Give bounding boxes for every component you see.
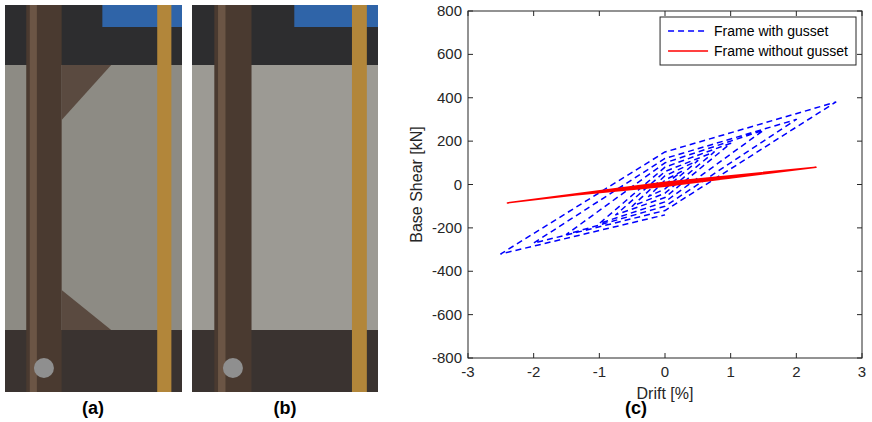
- y-tick: [468, 184, 473, 185]
- figure: (a)(b)(c)-3-2-10123-800-600-400-20002004…: [0, 0, 872, 422]
- y-tick-label: 800: [437, 2, 462, 19]
- photo-background: [5, 5, 182, 392]
- photo-side-post: [352, 5, 367, 392]
- y-tick: [857, 97, 862, 98]
- y-tick: [468, 358, 473, 359]
- x-tick: [468, 353, 469, 358]
- x-tick: [533, 11, 534, 16]
- y-tick: [468, 271, 473, 272]
- photo-background: [192, 5, 378, 392]
- y-tick: [857, 11, 862, 12]
- photo-panel: [5, 5, 182, 392]
- y-tick-label: 400: [437, 89, 462, 106]
- legend-swatch: [668, 30, 708, 32]
- y-tick: [857, 54, 862, 55]
- photo-column-flange: [30, 5, 37, 392]
- legend-box: [660, 17, 856, 65]
- y-tick: [857, 358, 862, 359]
- data-group: [501, 102, 836, 254]
- legend-label: Frame without gusset: [714, 43, 848, 59]
- photo-panel: [192, 5, 378, 392]
- y-tick-label: -800: [432, 349, 462, 366]
- x-tick-label: -1: [593, 363, 606, 380]
- y-tick-label: 200: [437, 132, 462, 149]
- photo-column: [26, 5, 61, 392]
- y-tick: [857, 227, 862, 228]
- photo-column-flange: [218, 5, 225, 392]
- axes-frame: [468, 11, 862, 358]
- y-tick: [468, 97, 473, 98]
- y-tick: [857, 271, 862, 272]
- x-axis-title: Drift [%]: [637, 385, 694, 402]
- series-line: [507, 167, 816, 203]
- y-tick-label: -600: [432, 306, 462, 323]
- x-tick: [730, 11, 731, 16]
- x-tick: [862, 353, 863, 358]
- x-tick: [862, 11, 863, 16]
- x-tick-label: 0: [661, 363, 669, 380]
- x-tick: [796, 353, 797, 358]
- photo-pin: [34, 358, 54, 378]
- x-tick-label: 1: [726, 363, 734, 380]
- y-tick-label: 0: [454, 176, 462, 193]
- x-tick: [730, 353, 731, 358]
- x-tick: [665, 11, 666, 16]
- photo-column: [214, 5, 251, 392]
- x-tick: [533, 353, 534, 358]
- x-tick-label: 3: [858, 363, 866, 380]
- y-tick-label: 600: [437, 45, 462, 62]
- x-tick-label: 2: [792, 363, 800, 380]
- x-tick: [468, 11, 469, 16]
- y-tick: [468, 227, 473, 228]
- y-tick-label: -400: [432, 262, 462, 279]
- x-tick-label: -3: [461, 363, 474, 380]
- y-tick: [468, 11, 473, 12]
- panel-label: (b): [274, 398, 297, 418]
- y-tick-label: -200: [432, 219, 462, 236]
- y-tick: [857, 314, 862, 315]
- y-tick: [468, 314, 473, 315]
- legend: Frame with gusset Frame without gusset: [660, 17, 856, 65]
- legend-swatch: [668, 50, 708, 52]
- x-tick: [665, 353, 666, 358]
- x-tick: [796, 11, 797, 16]
- y-axis-title: Base Shear [kN]: [408, 126, 425, 243]
- plot-area: [468, 11, 862, 358]
- photo-pin: [223, 358, 243, 378]
- x-tick: [599, 11, 600, 16]
- panel-label: (a): [82, 398, 104, 418]
- x-tick-label: -2: [527, 363, 540, 380]
- photo-gusset: [62, 65, 112, 120]
- y-tick: [857, 184, 862, 185]
- y-tick: [857, 141, 862, 142]
- photo-gusset: [62, 290, 112, 330]
- y-tick: [468, 54, 473, 55]
- legend-label: Frame with gusset: [714, 23, 828, 39]
- x-tick: [599, 353, 600, 358]
- photo-side-post: [157, 5, 171, 392]
- series-line: [501, 102, 836, 254]
- y-tick: [468, 141, 473, 142]
